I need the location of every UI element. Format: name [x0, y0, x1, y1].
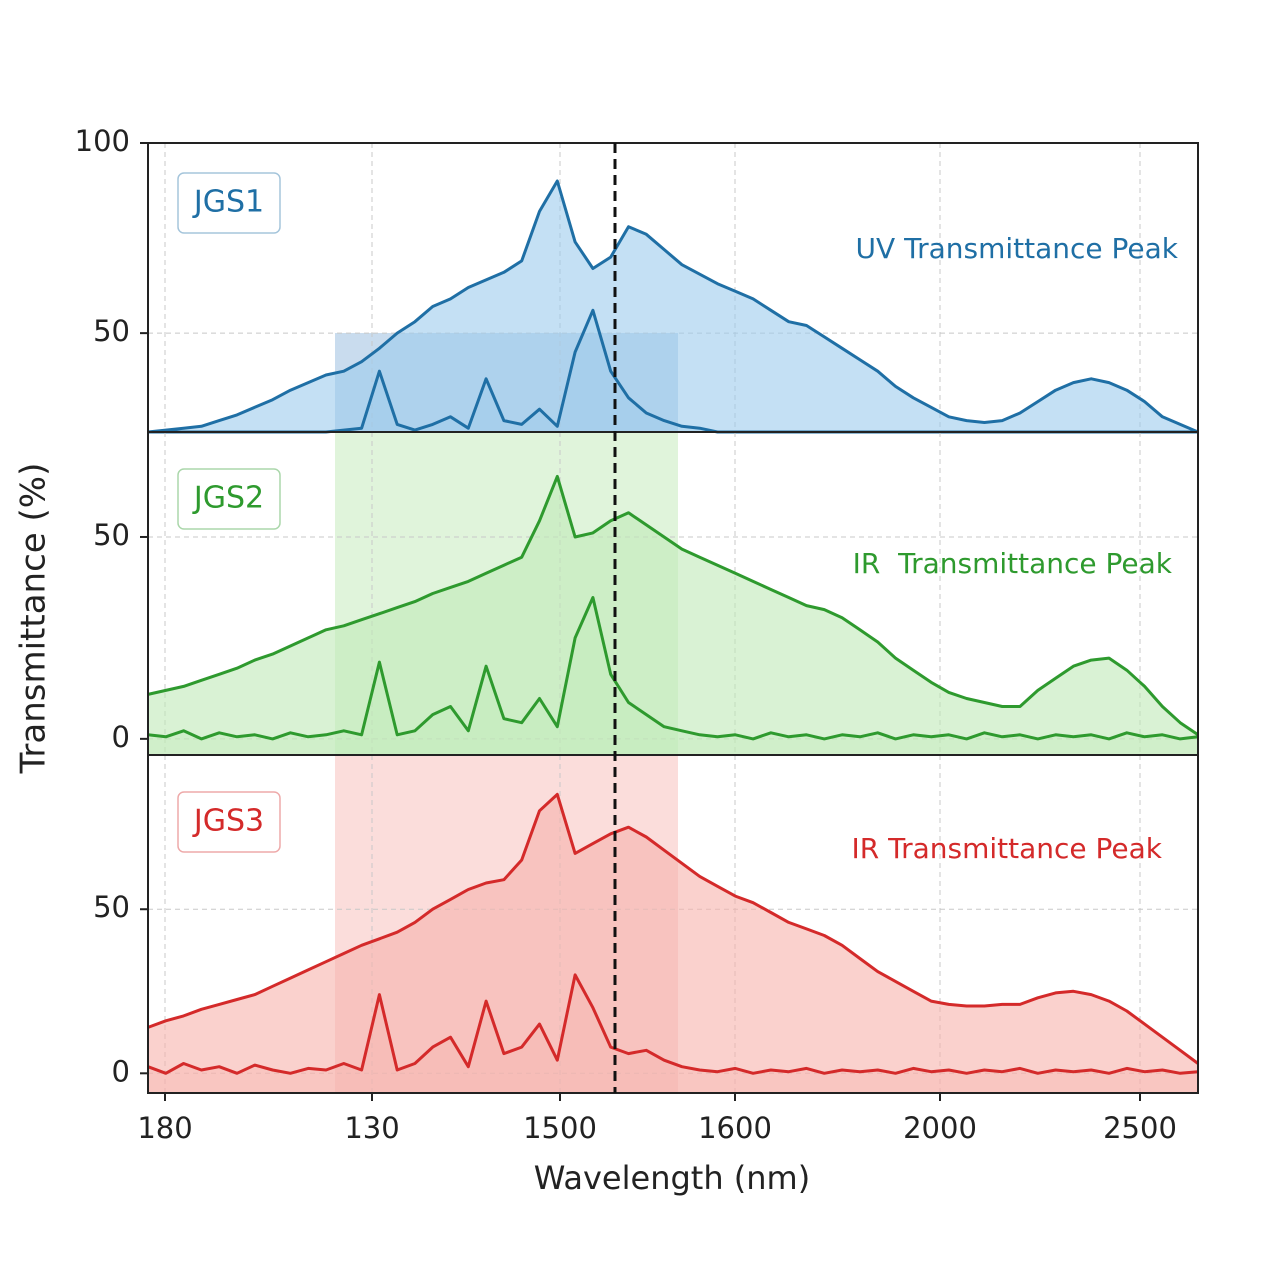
x-axis-label: Wavelength (nm): [534, 1159, 810, 1197]
panel-label: JGS3: [192, 804, 264, 839]
panel-label: JGS2: [192, 481, 264, 516]
x-tick-label: 1600: [698, 1111, 772, 1145]
x-tick-label: 2000: [903, 1111, 977, 1145]
label-box: [177, 791, 281, 853]
area-fill: [148, 794, 1198, 1093]
y-tick-label: 50: [93, 518, 130, 552]
y-tick-label: 50: [93, 314, 130, 348]
y-tick-label: 0: [112, 1054, 130, 1088]
label-box: [177, 468, 281, 530]
series-line: [147, 474, 1199, 737]
annotation: UV Transmittance Peak: [856, 232, 1179, 265]
series-line: [147, 596, 1199, 741]
x-tick-label: 2500: [1103, 1111, 1177, 1145]
panel-frame: [147, 754, 1199, 1094]
x-tick-label: 1500: [523, 1111, 597, 1145]
area-fill: [148, 597, 1198, 755]
area-fill: [148, 181, 1198, 432]
y-axis-label: Transmittance (%): [14, 463, 54, 775]
label-box: [177, 172, 281, 234]
panel-label: JGS1: [192, 185, 264, 220]
annotation: IR Transmittance Peak: [853, 547, 1173, 580]
series-line: [147, 179, 1199, 434]
annotation: IR Transmittance Peak: [851, 832, 1162, 865]
y-tick-label: 0: [112, 720, 130, 754]
series-line: [147, 792, 1199, 1065]
y-tick-label: 100: [75, 124, 130, 158]
area-fill: [148, 974, 1198, 1093]
series-line: [147, 973, 1199, 1075]
x-tick-label: 180: [137, 1111, 192, 1145]
x-tick-label: 130: [344, 1111, 399, 1145]
y-tick-label: 50: [93, 890, 130, 924]
